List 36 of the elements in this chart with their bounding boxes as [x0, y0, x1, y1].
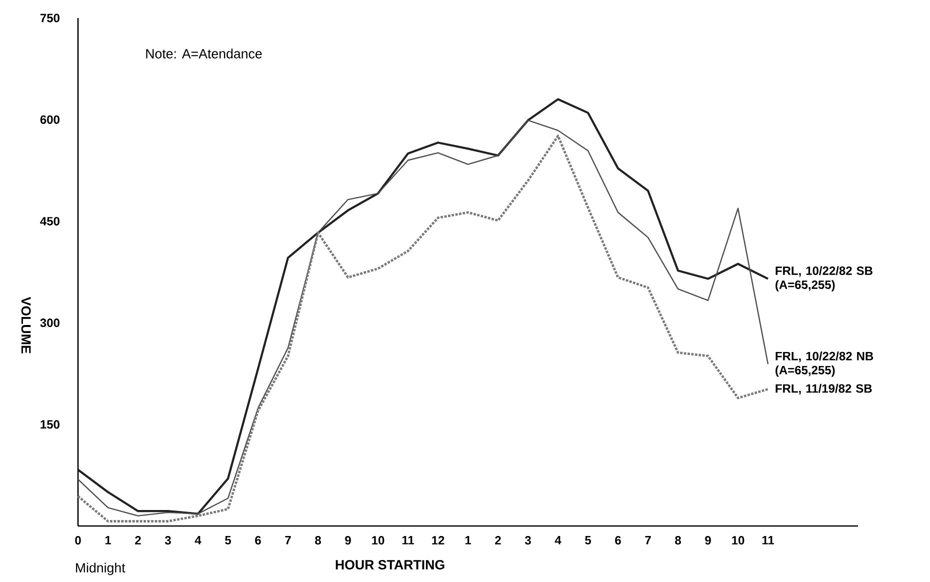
x-tick-label: 4	[194, 536, 202, 544]
x-tick-label: 7	[285, 536, 291, 544]
series-label: FRL, 11/19/82 SB	[776, 384, 872, 394]
x-tick-label: 8	[675, 536, 681, 545]
x-tick-label: 10	[372, 536, 384, 545]
x-tick-label: 11	[762, 536, 774, 544]
x-tick-label: 6	[615, 536, 621, 545]
text: Midnight	[76, 562, 126, 576]
y-tick-label: 750	[40, 14, 60, 22]
x-tick-label: 3	[524, 536, 531, 545]
x-tick-label: 2	[495, 536, 501, 544]
x-tick-label: 5	[225, 536, 232, 544]
x-tick-label: 10	[732, 536, 744, 545]
x-tick-label: 11	[402, 536, 414, 544]
x-tick-label: 0	[75, 536, 81, 545]
x-tick-label: 5	[585, 536, 592, 544]
x-tick-label: 1	[465, 536, 472, 544]
x-tick-label: 1	[105, 536, 112, 544]
series-label: FRL, 10/22/82 SB (A=65,255)	[776, 266, 872, 292]
y-tick-label: 300	[40, 318, 60, 328]
y-tick-label: 150	[40, 420, 60, 429]
series-label: FRL, 10/22/82 NB (A=65,255)	[776, 352, 874, 377]
x-axis-title: HOUR STARTING	[336, 560, 444, 570]
annotation: Note: A=Atendance	[146, 48, 262, 58]
x-tick-label: 9	[705, 536, 711, 545]
x-tick-label: 2	[135, 536, 141, 544]
y-tick-label: 600	[40, 115, 60, 124]
x-tick-label: 7	[645, 536, 651, 544]
y-tick-label: 450	[40, 216, 60, 226]
x-tick-label: 3	[164, 536, 171, 545]
y-axis-title: VOLUME	[21, 296, 31, 354]
x-tick-label: 4	[554, 536, 562, 544]
x-tick-label: 12	[432, 536, 444, 544]
x-tick-label: 6	[255, 536, 261, 545]
x-tick-label: 8	[315, 536, 321, 545]
x-tick-label: 9	[345, 536, 351, 545]
